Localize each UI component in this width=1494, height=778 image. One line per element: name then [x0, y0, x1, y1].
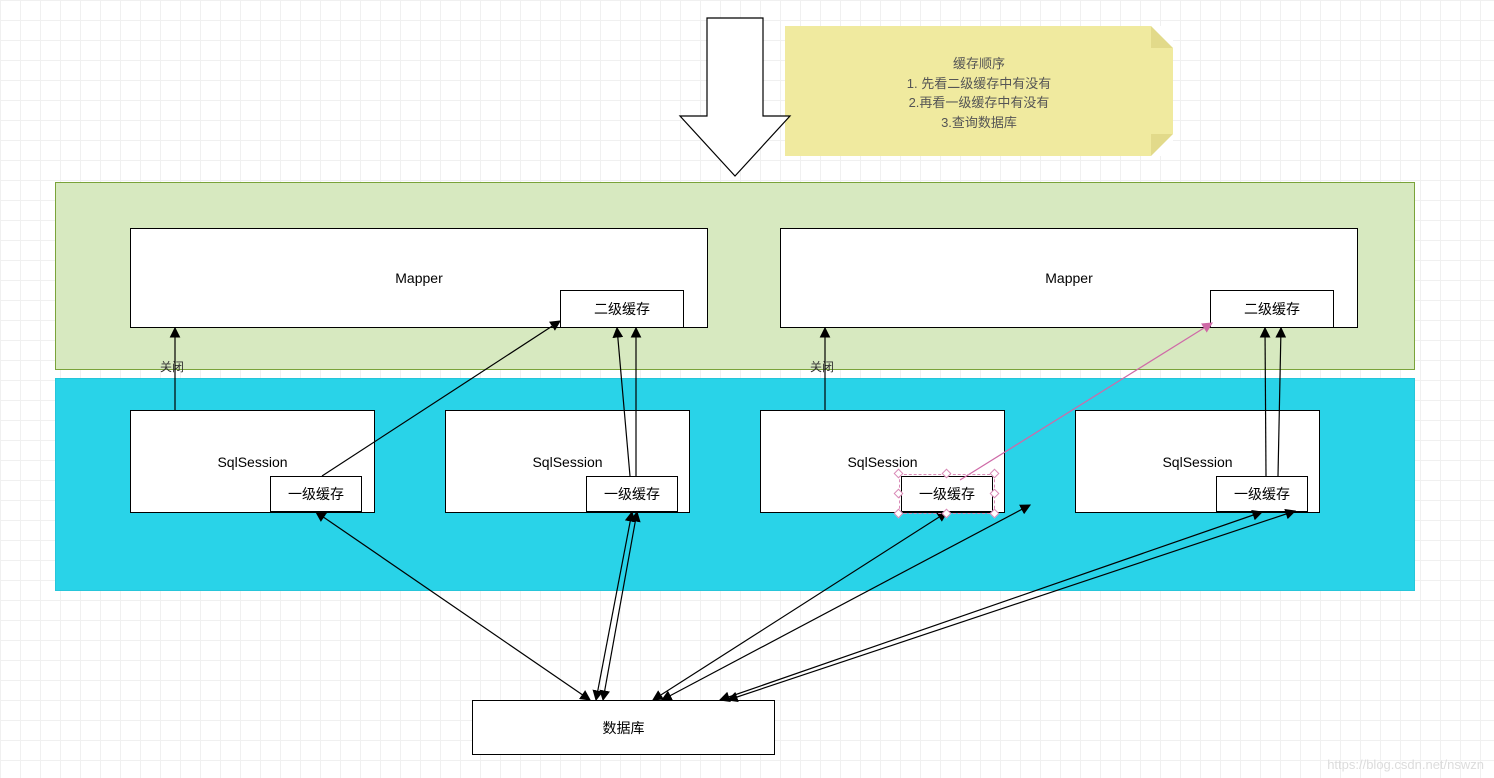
sticky-line: 3.查询数据库 — [785, 113, 1173, 133]
l1-cache-label: 一级缓存 — [919, 484, 975, 504]
l2-cache-label: 二级缓存 — [1244, 299, 1300, 319]
l1-cache-label: 一级缓存 — [604, 484, 660, 504]
l2-cache-box[interactable]: 二级缓存 — [1210, 290, 1334, 328]
sticky-line: 2.再看一级缓存中有没有 — [785, 93, 1173, 113]
sticky-note[interactable]: 缓存顺序 1. 先看二级缓存中有没有 2.再看一级缓存中有没有 3.查询数据库 — [785, 26, 1173, 156]
l2-cache-box[interactable]: 二级缓存 — [560, 290, 684, 328]
sqlsession-label: SqlSession — [1162, 454, 1232, 470]
l1-cache-box[interactable]: 一级缓存 — [586, 476, 678, 512]
close-label: 关闭 — [810, 358, 834, 375]
l1-cache-box[interactable]: 一级缓存 — [1216, 476, 1308, 512]
sqlsession-label: SqlSession — [532, 454, 602, 470]
watermark: https://blog.csdn.net/nswzn — [1327, 757, 1484, 772]
mapper-label: Mapper — [1045, 270, 1092, 286]
l1-cache-label: 一级缓存 — [1234, 484, 1290, 504]
mapper-label: Mapper — [395, 270, 442, 286]
sticky-fold-icon — [1151, 26, 1173, 48]
database-label: 数据库 — [603, 718, 645, 738]
l1-cache-label: 一级缓存 — [288, 484, 344, 504]
sticky-fold-icon — [1151, 134, 1173, 156]
sqlsession-label: SqlSession — [217, 454, 287, 470]
sticky-line: 1. 先看二级缓存中有没有 — [785, 74, 1173, 94]
sqlsession-label: SqlSession — [847, 454, 917, 470]
sticky-line: 缓存顺序 — [785, 54, 1173, 74]
database-box[interactable]: 数据库 — [472, 700, 775, 755]
l2-cache-label: 二级缓存 — [594, 299, 650, 319]
close-label: 关闭 — [160, 358, 184, 375]
l1-cache-box[interactable]: 一级缓存 — [270, 476, 362, 512]
l1-cache-box-selected[interactable]: 一级缓存 — [901, 476, 993, 512]
